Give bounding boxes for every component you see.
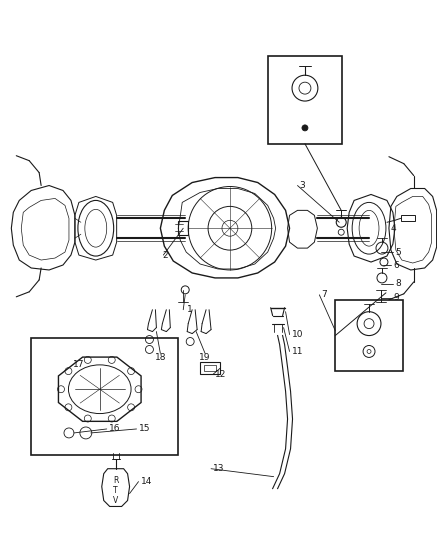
- Bar: [335, 300, 403, 372]
- Bar: [401, 215, 415, 221]
- Text: R: R: [113, 476, 118, 485]
- Bar: [200, 362, 220, 374]
- Text: 8: 8: [395, 279, 401, 288]
- Text: 16: 16: [109, 424, 120, 433]
- Text: 18: 18: [155, 353, 166, 362]
- Bar: [204, 365, 216, 372]
- Text: 6: 6: [393, 261, 399, 270]
- Text: 11: 11: [292, 347, 303, 356]
- Text: 2: 2: [162, 251, 168, 260]
- Text: 14: 14: [141, 477, 152, 486]
- Text: V: V: [113, 496, 118, 505]
- Text: 19: 19: [199, 353, 211, 362]
- Text: 5: 5: [395, 248, 401, 256]
- Text: 1: 1: [187, 305, 193, 314]
- Bar: [268, 56, 342, 144]
- Text: 4: 4: [391, 224, 396, 233]
- Circle shape: [302, 125, 308, 131]
- Text: T: T: [113, 486, 118, 495]
- Text: 7: 7: [321, 290, 327, 300]
- Text: 3: 3: [300, 181, 305, 190]
- Text: 12: 12: [215, 370, 226, 379]
- Bar: [31, 337, 178, 455]
- Bar: [178, 221, 188, 235]
- Text: 9: 9: [393, 293, 399, 302]
- Text: 17: 17: [73, 360, 85, 369]
- Text: 15: 15: [138, 424, 150, 433]
- Text: 13: 13: [213, 464, 225, 473]
- Text: 10: 10: [292, 330, 303, 339]
